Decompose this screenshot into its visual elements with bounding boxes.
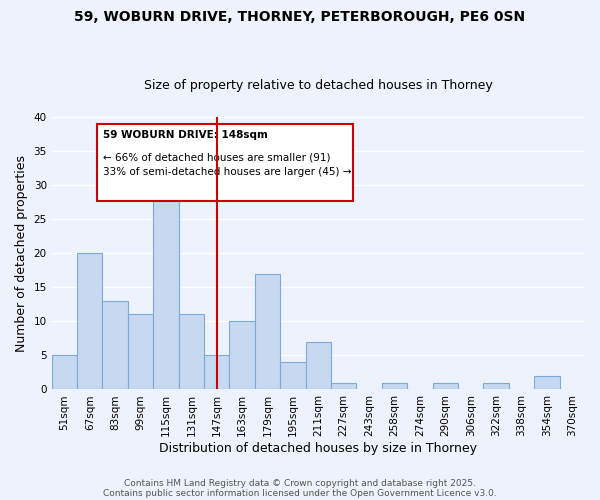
Bar — [77, 253, 103, 390]
Bar — [305, 342, 331, 390]
Bar — [229, 322, 255, 390]
Bar — [52, 356, 77, 390]
Bar — [153, 178, 179, 390]
Bar — [331, 382, 356, 390]
Text: Contains public sector information licensed under the Open Government Licence v3: Contains public sector information licen… — [103, 488, 497, 498]
Bar — [179, 314, 204, 390]
Bar — [433, 382, 458, 390]
Title: Size of property relative to detached houses in Thorney: Size of property relative to detached ho… — [144, 79, 493, 92]
Bar — [534, 376, 560, 390]
Text: Contains HM Land Registry data © Crown copyright and database right 2025.: Contains HM Land Registry data © Crown c… — [124, 478, 476, 488]
Y-axis label: Number of detached properties: Number of detached properties — [15, 154, 28, 352]
Bar — [103, 301, 128, 390]
Bar — [382, 382, 407, 390]
Text: 59, WOBURN DRIVE, THORNEY, PETERBOROUGH, PE6 0SN: 59, WOBURN DRIVE, THORNEY, PETERBOROUGH,… — [74, 10, 526, 24]
Bar — [255, 274, 280, 390]
Text: ← 66% of detached houses are smaller (91)
33% of semi-detached houses are larger: ← 66% of detached houses are smaller (91… — [103, 152, 352, 177]
Bar — [128, 314, 153, 390]
FancyBboxPatch shape — [97, 124, 353, 202]
Bar — [204, 356, 229, 390]
Bar — [484, 382, 509, 390]
Bar — [280, 362, 305, 390]
X-axis label: Distribution of detached houses by size in Thorney: Distribution of detached houses by size … — [160, 442, 478, 455]
Text: 59 WOBURN DRIVE: 148sqm: 59 WOBURN DRIVE: 148sqm — [103, 130, 268, 140]
